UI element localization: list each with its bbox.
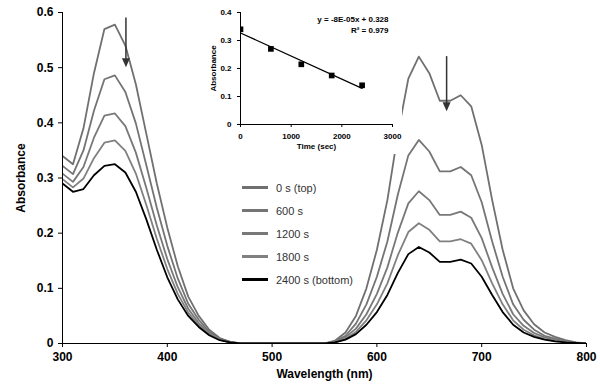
svg-text:0.5: 0.5 bbox=[37, 61, 54, 75]
svg-text:Wavelength (nm): Wavelength (nm) bbox=[276, 367, 372, 381]
html-text:0 s (top): 0 s (top) bbox=[276, 181, 317, 194]
svg-text:0.1: 0.1 bbox=[37, 281, 54, 295]
svg-text:Absorbance: Absorbance bbox=[209, 45, 218, 92]
svg-text:0.4: 0.4 bbox=[220, 8, 232, 17]
svg-text:800: 800 bbox=[576, 350, 596, 364]
svg-text:R² = 0.979: R² = 0.979 bbox=[351, 26, 389, 35]
svg-text:0.2: 0.2 bbox=[37, 226, 54, 240]
svg-text:0.4: 0.4 bbox=[37, 116, 54, 130]
svg-text:0: 0 bbox=[238, 132, 243, 141]
svg-text:500: 500 bbox=[262, 350, 282, 364]
svg-text:0.3: 0.3 bbox=[37, 171, 54, 185]
svg-text:2000: 2000 bbox=[333, 132, 351, 141]
svg-text:Time (sec): Time (sec) bbox=[297, 142, 337, 151]
svg-text:700: 700 bbox=[472, 350, 492, 364]
svg-text:0.6: 0.6 bbox=[37, 5, 54, 19]
svg-text:600: 600 bbox=[367, 350, 387, 364]
svg-text:0.1: 0.1 bbox=[220, 92, 232, 101]
svg-text:0.2: 0.2 bbox=[220, 64, 232, 73]
svg-text:1000: 1000 bbox=[282, 132, 300, 141]
html-text:1800 s: 1800 s bbox=[276, 250, 309, 263]
svg-text:Absorbance: Absorbance bbox=[14, 143, 28, 213]
html-text:1200 s: 1200 s bbox=[276, 227, 309, 240]
svg-text:3000: 3000 bbox=[384, 132, 402, 141]
html-text:2400 s (bottom): 2400 s (bottom) bbox=[276, 273, 353, 286]
svg-text:0: 0 bbox=[227, 120, 232, 129]
svg-text:0: 0 bbox=[47, 336, 54, 350]
svg-text:300: 300 bbox=[52, 350, 72, 364]
svg-text:0.3: 0.3 bbox=[220, 36, 232, 45]
svg-text:y = -8E-05x + 0.328: y = -8E-05x + 0.328 bbox=[317, 15, 389, 24]
svg-text:400: 400 bbox=[157, 350, 177, 364]
html-text:600 s: 600 s bbox=[276, 204, 303, 217]
